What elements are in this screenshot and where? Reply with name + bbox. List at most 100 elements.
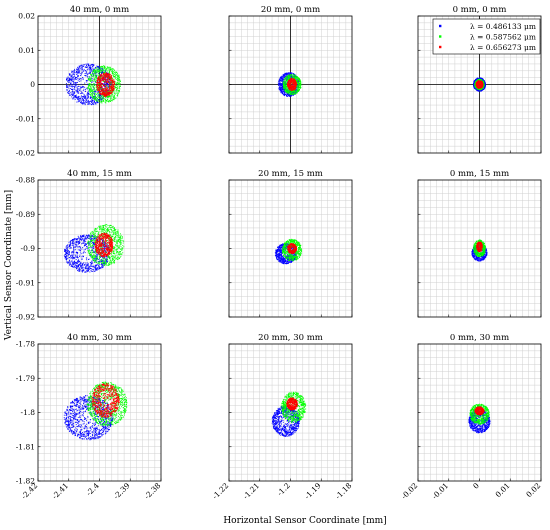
spot-point	[83, 95, 85, 97]
spot-point	[107, 89, 109, 91]
spot-point	[100, 89, 102, 91]
spot-point	[94, 92, 96, 94]
spot-point	[286, 74, 288, 75]
spot-point	[294, 89, 296, 91]
spot-point	[83, 68, 85, 70]
spot-point	[295, 80, 297, 82]
spot-point	[92, 65, 94, 67]
spot-point	[113, 95, 115, 96]
spot-point	[98, 78, 100, 80]
spot-point	[93, 87, 95, 89]
spot-point	[474, 84, 476, 86]
series-1	[63, 234, 111, 273]
spot-point	[106, 86, 108, 88]
spot-point	[478, 88, 480, 89]
spot-point	[102, 90, 104, 92]
subplot-4: 40 mm, 15 mm-0.88-0.89-0.9-0.91-0.92	[16, 169, 162, 322]
spot-point	[280, 84, 282, 86]
spot-point	[294, 82, 296, 84]
spot-point	[476, 87, 478, 89]
spot-point	[84, 70, 86, 71]
spot-point	[100, 74, 102, 75]
spot-point	[82, 96, 84, 98]
spot-point	[83, 95, 85, 97]
spot-point	[68, 93, 70, 94]
spot-point	[71, 79, 73, 81]
spot-point	[89, 93, 91, 95]
spot-point	[293, 91, 295, 92]
subplot-title: 40 mm, 0 mm	[70, 5, 129, 15]
spot-point	[107, 78, 109, 80]
spot-point	[77, 71, 79, 73]
spot-point	[108, 94, 110, 96]
spot-point	[292, 91, 294, 93]
spot-point	[282, 84, 284, 86]
spot-point	[101, 72, 102, 74]
spot-point	[284, 84, 285, 86]
spot-point	[88, 63, 90, 65]
spot-point	[95, 89, 97, 91]
spot-point	[480, 90, 482, 92]
spot-point	[107, 85, 109, 87]
spot-point	[103, 82, 105, 84]
spot-point	[110, 77, 112, 79]
spot-point	[116, 82, 118, 84]
spot-point	[295, 92, 297, 94]
spot-point	[107, 73, 109, 75]
spot-point	[103, 67, 105, 69]
spot-point	[81, 73, 83, 75]
spot-point	[98, 75, 100, 77]
spot-point	[104, 77, 106, 79]
spot-point	[95, 66, 97, 68]
spot-point	[93, 100, 95, 101]
spot-point	[112, 80, 114, 82]
spot-point	[67, 79, 69, 81]
spot-point	[100, 67, 102, 69]
spot-point	[297, 79, 299, 81]
spot-point	[69, 80, 71, 82]
spot-point	[79, 71, 80, 73]
spot-point	[110, 69, 112, 71]
spot-point	[481, 81, 483, 83]
spot-point	[291, 82, 293, 84]
spot-point	[106, 99, 108, 100]
spot-point	[109, 93, 110, 95]
spot-point	[482, 87, 484, 89]
spot-point	[299, 86, 301, 88]
spot-point	[293, 77, 295, 79]
spot-point	[91, 96, 93, 98]
spot-point	[105, 99, 106, 101]
spot-point	[83, 97, 85, 99]
spot-point	[289, 82, 290, 84]
spot-point	[477, 81, 479, 83]
spot-point	[485, 83, 486, 85]
spot-point	[102, 88, 104, 89]
spot-point	[88, 93, 90, 95]
spot-point	[287, 88, 289, 89]
spot-point	[295, 87, 297, 89]
spot-point	[109, 85, 111, 87]
spot-point	[106, 79, 108, 81]
spot-point	[118, 74, 120, 76]
spot-point	[79, 90, 81, 91]
spot-point	[287, 75, 289, 76]
spot-point	[289, 86, 291, 88]
spot-point	[93, 90, 95, 92]
spot-point	[90, 93, 92, 95]
spot-point	[120, 85, 122, 87]
spot-point	[481, 89, 483, 91]
spot-point	[111, 82, 112, 84]
spot-point	[289, 94, 291, 96]
spot-point	[109, 92, 110, 94]
spot-point	[70, 83, 72, 84]
spot-point	[93, 101, 95, 103]
spot-point	[480, 89, 481, 91]
spot-point	[112, 79, 114, 81]
spot-point	[111, 69, 113, 71]
spot-point	[99, 83, 101, 85]
spot-point	[288, 91, 289, 93]
spot-point	[105, 73, 107, 75]
spot-point	[83, 88, 85, 90]
spot-point	[475, 80, 476, 82]
